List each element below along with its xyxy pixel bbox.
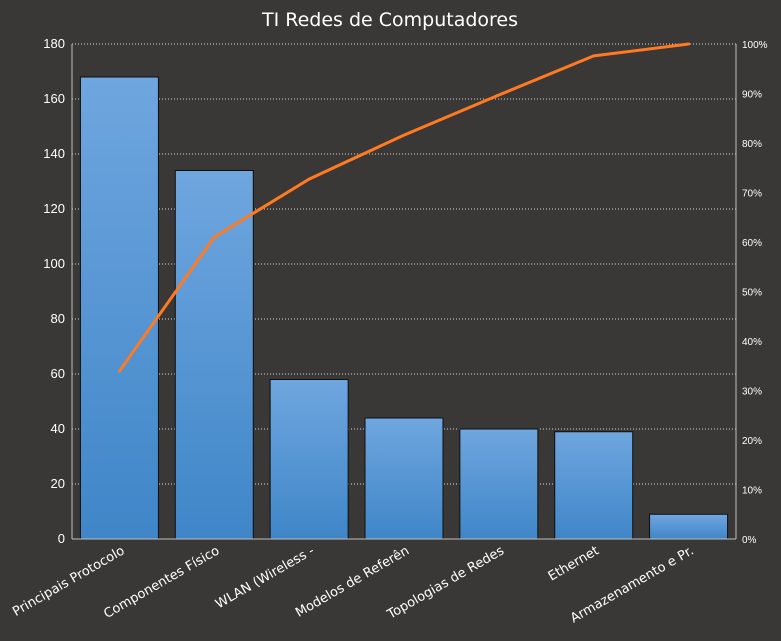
- bar: [554, 431, 634, 540]
- y-tick-label: 140: [43, 146, 65, 161]
- y2-tick-label: 70%: [742, 189, 762, 200]
- y2-tick-label: 100%: [742, 40, 768, 51]
- y-tick-label: 20: [51, 476, 65, 491]
- y-tick-label: 100: [43, 256, 65, 271]
- y-tick-label: 60: [51, 366, 65, 381]
- y2-tick-label: 0%: [742, 535, 757, 546]
- y2-tick-label: 40%: [742, 337, 762, 348]
- y-tick-label: 80: [51, 311, 65, 326]
- bar: [459, 428, 539, 540]
- y2-tick-label: 30%: [742, 387, 762, 398]
- y-tick-label: 160: [43, 91, 65, 106]
- cumulative-percent-line: [117, 42, 691, 373]
- y2-tick-label: 60%: [742, 238, 762, 249]
- y2-tick-label: 20%: [742, 436, 762, 447]
- y-tick-label: 180: [43, 36, 65, 51]
- bars: [79, 76, 729, 540]
- y2-axis-ticks: 0% 10% 20% 30% 40% 50% 60% 70% 80% 90% 100%: [742, 40, 768, 546]
- y-tick-label: 40: [51, 421, 65, 436]
- bar: [649, 513, 729, 540]
- y2-tick-label: 80%: [742, 139, 762, 150]
- y-tick-label: 120: [43, 201, 65, 216]
- chart-title: TI Redes de Computadores: [261, 9, 518, 31]
- y-tick-label: 0: [58, 531, 65, 546]
- y-axis-ticks: 0 20 40 60 80 100 120 140 160 180: [43, 36, 65, 546]
- bar: [364, 417, 444, 540]
- bar: [269, 379, 349, 540]
- y2-tick-label: 50%: [742, 288, 762, 299]
- y2-tick-label: 10%: [742, 486, 762, 497]
- bar: [79, 76, 159, 540]
- y2-tick-label: 90%: [742, 90, 762, 101]
- bar: [174, 170, 254, 540]
- axes: [71, 44, 737, 540]
- cumulative-line: [117, 42, 691, 373]
- x-tick-label: Ethernet: [546, 543, 602, 584]
